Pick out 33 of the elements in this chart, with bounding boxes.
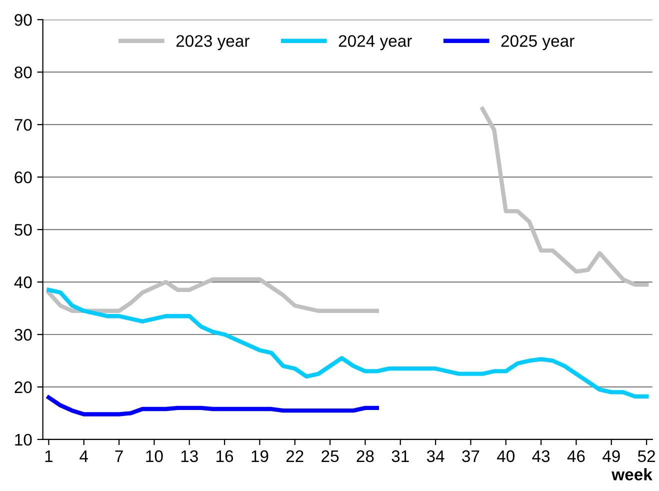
x-tick-label: 40	[496, 450, 514, 462]
y-tick-label: 50	[14, 224, 32, 236]
x-tick-label: 16	[216, 450, 234, 462]
y-tick-label: 90	[14, 14, 32, 26]
x-tick-label: 4	[80, 450, 88, 462]
x-tick-label: 25	[322, 450, 339, 462]
y-tick-label: 60	[14, 171, 32, 184]
x-tick-label: 31	[392, 450, 409, 462]
legend-label: 2023 year	[176, 35, 250, 50]
x-tick-label: 1	[45, 450, 53, 462]
x-tick-label: 46	[567, 450, 585, 462]
legend-label: 2025 year	[501, 35, 574, 50]
y-tick-label: 40	[14, 276, 32, 288]
y-tick-label: 30	[14, 328, 32, 341]
x-tick-label: 34	[426, 450, 444, 462]
y-tick-label: 80	[14, 66, 32, 78]
x-tick-label: 49	[602, 450, 620, 462]
x-tick-label: 22	[286, 450, 304, 462]
x-tick-label: 7	[115, 450, 123, 462]
y-tick-label: 10	[15, 434, 32, 446]
x-tick-label: 19	[252, 450, 268, 462]
y-tick-label: 20	[14, 381, 32, 394]
x-axis-title: week	[612, 468, 652, 480]
line-series	[46, 288, 649, 398]
line-series	[46, 395, 380, 416]
x-tick-label: 37	[462, 450, 480, 462]
x-tick-label: 13	[181, 450, 198, 462]
x-tick-label: 28	[356, 450, 374, 462]
x-tick-label: 43	[532, 450, 550, 462]
legend-label: 2024 year	[338, 35, 412, 50]
y-tick-label: 70	[14, 118, 32, 131]
x-tick-label: 52	[638, 450, 655, 462]
x-tick-label: 10	[146, 450, 163, 462]
